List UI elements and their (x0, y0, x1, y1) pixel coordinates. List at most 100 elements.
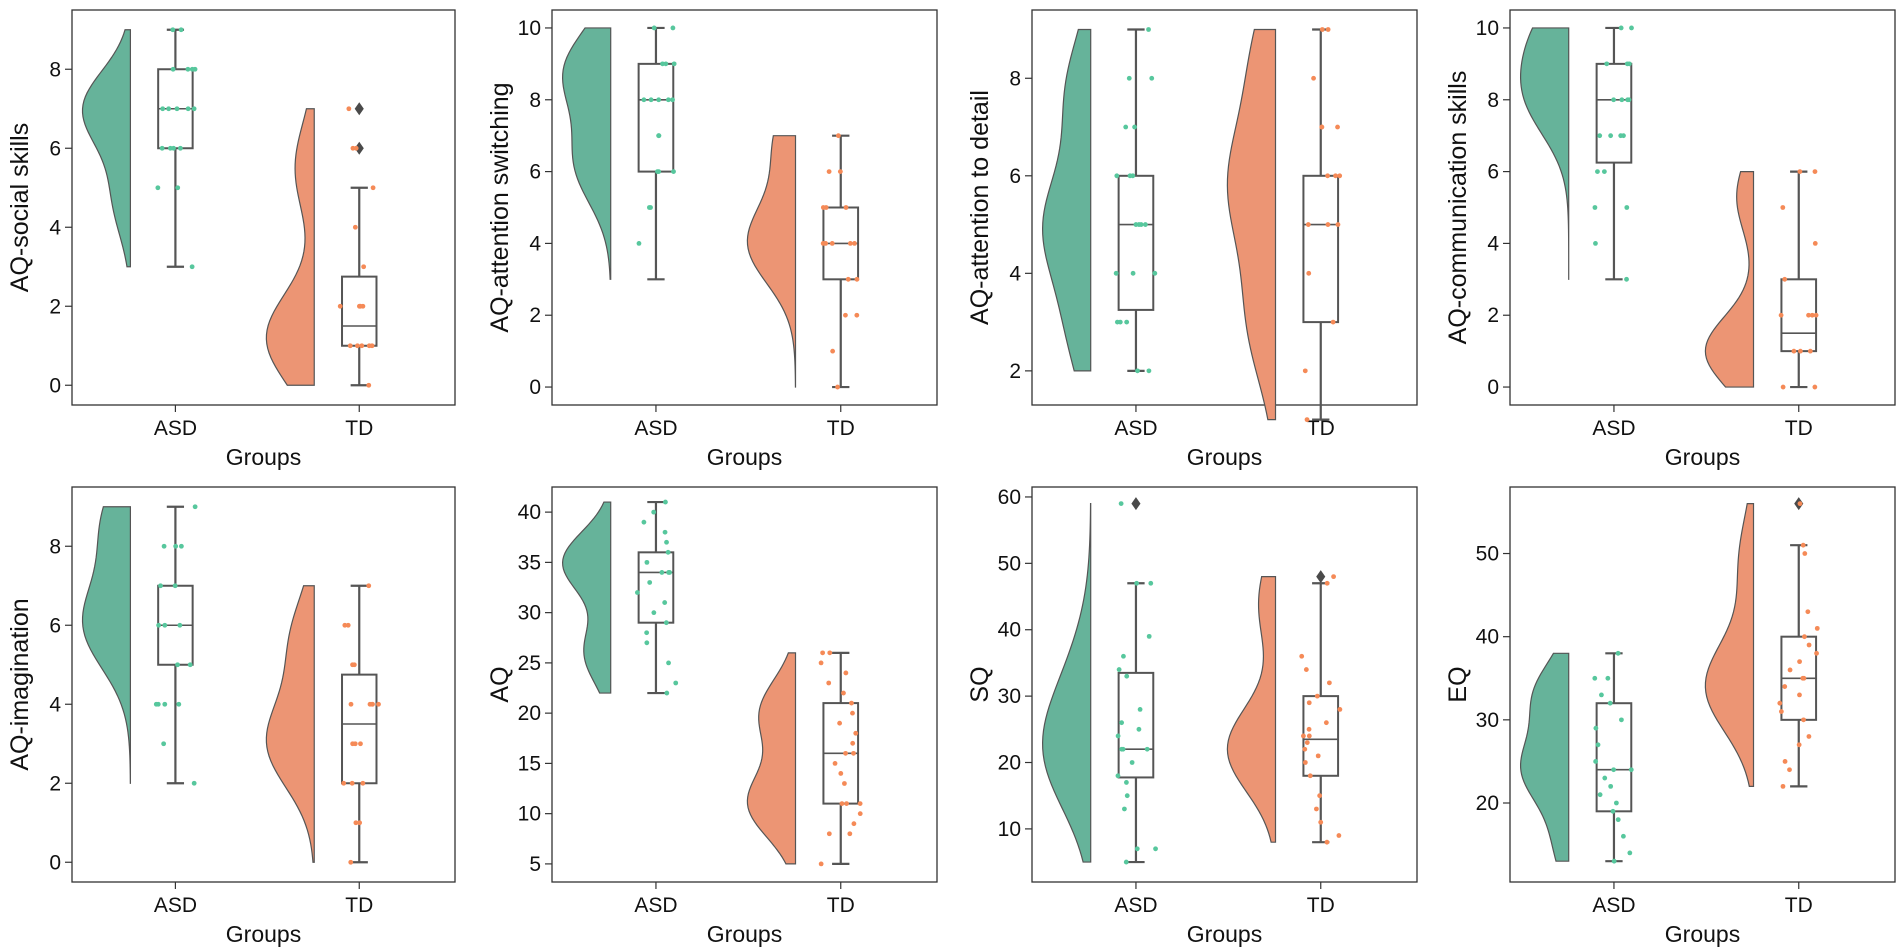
data-point (837, 720, 843, 726)
data-point (176, 701, 182, 707)
data-point (1302, 746, 1308, 752)
data-point (843, 312, 848, 318)
y-axis-label: AQ-attention switching (486, 82, 514, 332)
x-tick-label-td: TD (827, 894, 855, 917)
data-point (1306, 733, 1312, 739)
data-point (1138, 222, 1144, 227)
y-tick-label: 15 (518, 752, 541, 775)
data-point (170, 66, 176, 72)
y-tick-label: 4 (49, 693, 61, 716)
data-point (1115, 773, 1121, 779)
data-point (178, 27, 184, 33)
data-point (1615, 650, 1621, 656)
y-tick-label: 4 (529, 232, 541, 255)
data-point (857, 801, 863, 807)
data-point (1619, 717, 1624, 723)
panel-8: 20 30 40 50 ASD TD Groups EQ (1444, 486, 1896, 947)
data-point (1142, 222, 1148, 227)
data-point (659, 570, 665, 575)
y-tick-label: 5 (529, 853, 541, 876)
data-point (161, 543, 167, 549)
data-point (1306, 700, 1312, 706)
data-point (1787, 667, 1793, 673)
data-point (1618, 25, 1624, 31)
data-point (158, 583, 163, 589)
data-point (1122, 806, 1127, 812)
data-point (835, 133, 841, 139)
x-tick-label-td: TD (345, 894, 373, 917)
x-tick-label-td: TD (827, 417, 855, 440)
data-point (1813, 312, 1819, 318)
data-point (350, 741, 356, 747)
data-point (665, 549, 671, 555)
data-point (853, 730, 859, 736)
box-td (1302, 174, 1340, 324)
box-asd (1595, 62, 1633, 164)
data-point (1337, 173, 1343, 179)
data-point (357, 820, 363, 826)
data-point (1118, 501, 1124, 506)
data-point (1113, 270, 1119, 276)
y-tick-label: 10 (998, 818, 1021, 841)
data-point (345, 622, 351, 628)
data-point (841, 690, 846, 696)
violin-td (746, 135, 797, 388)
y-tick-label: 4 (49, 216, 61, 239)
data-point (1132, 124, 1138, 130)
data-point (349, 780, 355, 786)
data-point (1127, 173, 1133, 179)
data-point (820, 650, 826, 656)
data-point (1801, 675, 1807, 681)
panel-6: 5 10 15 20 25 30 35 40 ASD TD Groups AQ (486, 486, 938, 947)
data-point (156, 622, 162, 628)
outlier-marker (354, 102, 364, 116)
y-tick-label: 8 (1487, 89, 1499, 112)
x-tick-label-asd: ASD (154, 417, 197, 440)
data-point (175, 185, 181, 191)
box-asd (637, 551, 675, 624)
x-axis-label: Groups (1665, 444, 1740, 470)
data-point (166, 106, 172, 112)
y-tick-label: 10 (518, 803, 541, 826)
data-point (838, 771, 844, 776)
y-tick-label: 6 (1487, 161, 1499, 184)
data-point (1806, 642, 1812, 648)
data-point (1303, 667, 1309, 672)
data-point (843, 205, 849, 210)
y-tick-label: 30 (1476, 709, 1499, 732)
y-tick-label: 40 (518, 501, 541, 524)
data-point (1782, 684, 1788, 689)
data-point (1304, 417, 1310, 423)
y-tick-label: 4 (1009, 262, 1021, 285)
x-tick-label-asd: ASD (154, 894, 197, 917)
data-point (366, 382, 372, 388)
data-point (1124, 780, 1129, 785)
data-point (646, 205, 652, 210)
data-point (1335, 124, 1340, 130)
data-point (842, 781, 847, 786)
data-point (1304, 740, 1310, 745)
data-point (844, 801, 849, 807)
data-point (641, 97, 647, 103)
data-point (337, 303, 343, 309)
data-point (1126, 75, 1132, 81)
data-point (1592, 675, 1598, 681)
y-tick-label: 6 (49, 614, 61, 637)
data-point (1802, 634, 1807, 640)
data-point (1629, 25, 1634, 31)
violin-asd (81, 29, 132, 268)
data-point (177, 622, 183, 628)
violin-td (1704, 503, 1755, 787)
data-point (666, 570, 671, 575)
data-point (1805, 609, 1811, 615)
y-tick-label: 0 (49, 374, 61, 397)
data-point (1628, 767, 1634, 773)
data-point (1621, 133, 1626, 139)
y-axis-label: AQ (486, 666, 514, 702)
data-point (662, 600, 668, 605)
panel-4: 0 2 4 6 8 10 ASD TD Groups AQ-communication skill… (1444, 9, 1896, 470)
data-point (854, 312, 860, 318)
data-point (174, 106, 180, 112)
data-point (641, 519, 647, 525)
data-point (1597, 792, 1603, 798)
